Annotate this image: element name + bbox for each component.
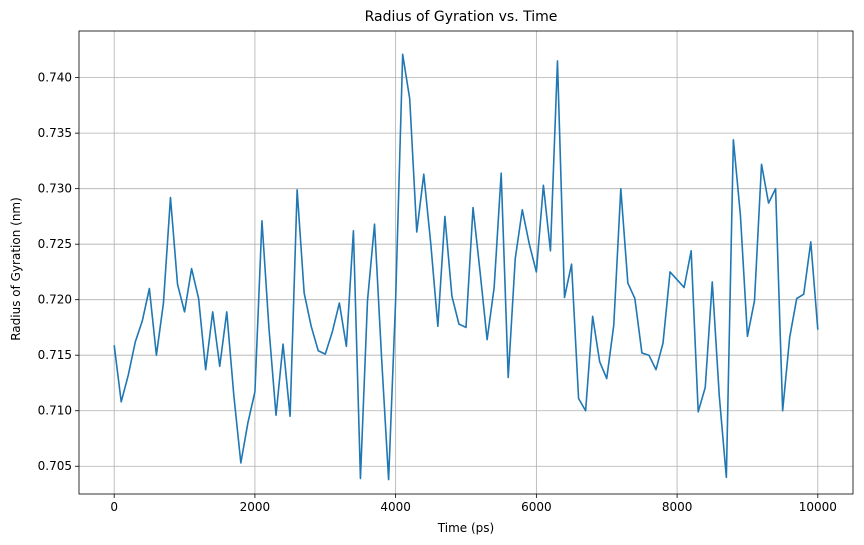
chart-title: Radius of Gyration vs. Time <box>365 9 558 25</box>
x-tick-label: 6000 <box>521 500 552 514</box>
plot-frame <box>78 30 854 495</box>
x-tick-label: 8000 <box>662 500 693 514</box>
x-tick-label: 4000 <box>380 500 411 514</box>
y-tick-label: 0.710 <box>38 404 72 418</box>
x-tick-label: 2000 <box>240 500 271 514</box>
y-tick-label: 0.740 <box>38 71 72 85</box>
x-axis: 0 2000 4000 6000 8000 10000 <box>110 494 837 514</box>
y-axis: 0.705 0.710 0.715 0.720 0.725 0.730 0.735 0.740 <box>38 71 79 473</box>
y-tick-label: 0.720 <box>38 293 72 307</box>
x-tick-label: 0 <box>110 500 118 514</box>
series-line <box>113 53 819 481</box>
grid <box>79 31 853 494</box>
y-tick-label: 0.705 <box>38 459 72 473</box>
y-tick-label: 0.715 <box>38 348 72 362</box>
y-axis-label: Radius of Gyration (nm) <box>9 197 23 341</box>
y-tick-label: 0.735 <box>38 126 72 140</box>
series-line-group <box>113 53 819 481</box>
x-tick-label: 10000 <box>799 500 837 514</box>
y-tick-label: 0.730 <box>38 182 72 196</box>
y-tick-label: 0.725 <box>38 237 72 251</box>
x-axis-label: Time (ps) <box>437 521 494 535</box>
